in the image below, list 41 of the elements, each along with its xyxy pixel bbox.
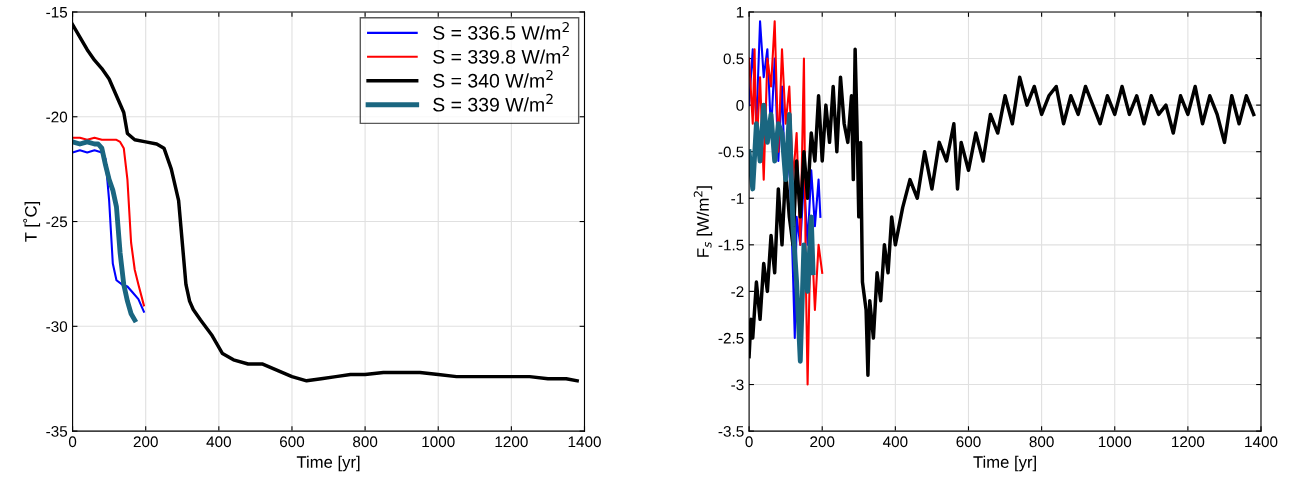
line-series — [72, 139, 138, 323]
y-tick-label: 0 — [736, 99, 744, 111]
legend-label: S = 339 W/m$^{2}$ — [433, 93, 553, 112]
x-tick-label: 1000 — [1098, 436, 1132, 448]
x-tick-label: 1200 — [1172, 436, 1205, 448]
x-tick-label: 600 — [956, 436, 981, 448]
y-tick-label: -1.5 — [718, 239, 744, 251]
y-tick-label: -35 — [46, 425, 68, 437]
y-tick-label: 1 — [736, 7, 744, 18]
y-tick-label: -1 — [731, 193, 744, 204]
line-series — [749, 102, 816, 364]
y-tick-label: -20 — [46, 111, 68, 123]
y-tick-label: -3.5 — [718, 425, 744, 437]
x-tick-label: 400 — [882, 436, 908, 448]
x-tick-label: 800 — [1029, 436, 1054, 448]
y-axis-title: T [˚C] — [23, 202, 41, 242]
y-tick-label: -30 — [46, 321, 68, 332]
x-tick-label: 200 — [810, 436, 835, 448]
x-tick-label: 1000 — [422, 436, 455, 448]
x-tick-label: 0 — [745, 436, 753, 448]
legend-label: S = 340 W/m$^{2}$ — [433, 69, 553, 88]
y-tick-label: -15 — [46, 7, 68, 18]
x-axis-title: Time [yr] — [296, 455, 360, 472]
y-axis-title: F$_{s}$ [W/m$^{2}$] — [693, 186, 713, 257]
x-tick-label: 1400 — [568, 436, 601, 448]
y-tick-label: -25 — [46, 216, 68, 228]
x-tick-label: 0 — [68, 436, 77, 448]
x-tick-label: 600 — [280, 436, 305, 448]
y-tick-label: -2 — [731, 286, 744, 297]
y-tick-label: -3 — [731, 379, 744, 391]
y-tick-label: -0.5 — [718, 146, 744, 158]
x-tick-label: 1200 — [495, 436, 528, 448]
x-tick-label: 1400 — [1245, 436, 1278, 448]
x-tick-label: 800 — [353, 436, 378, 448]
y-tick-label: -2.5 — [718, 332, 744, 344]
y-tick-label: 0.5 — [723, 53, 744, 65]
legend-label: S = 339.8 W/m$^{2}$ — [433, 45, 569, 64]
legend-label: S = 336.5 W/m$^{2}$ — [433, 21, 569, 40]
x-tick-label: 400 — [206, 436, 231, 448]
x-axis-title: Time [yr] — [973, 455, 1036, 472]
x-tick-label: 200 — [133, 436, 158, 448]
